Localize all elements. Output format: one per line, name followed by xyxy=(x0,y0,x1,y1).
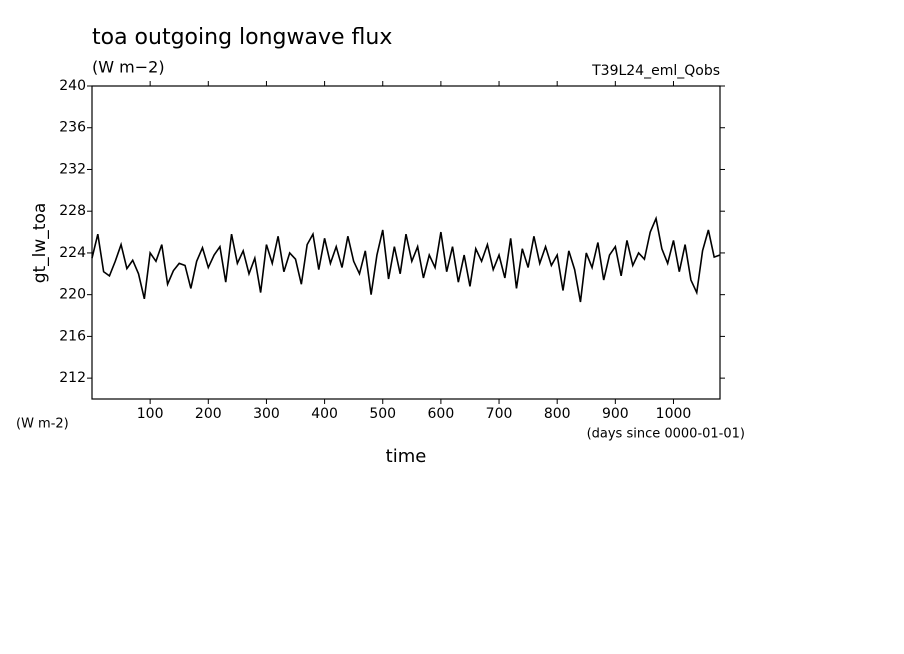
y-unit-label: (W m-2) xyxy=(16,417,69,432)
y-tick-label: 224 xyxy=(59,245,86,261)
run-label: T39L24_eml_Qobs xyxy=(591,63,720,79)
plot-frame xyxy=(91,85,721,400)
y-tick-label: 240 xyxy=(59,78,86,94)
subtitle: (W m−2) xyxy=(92,58,165,77)
x-axis-label: time xyxy=(386,446,427,467)
x-tick-label: 600 xyxy=(428,406,455,422)
x-tick-label: 400 xyxy=(311,406,338,422)
x-unit-label: (days since 0000-01-01) xyxy=(587,427,745,442)
y-tick-label: 212 xyxy=(59,370,86,386)
y-tick-label: 220 xyxy=(59,287,86,303)
x-tick-label: 700 xyxy=(486,406,513,422)
x-tick-label: 100 xyxy=(137,406,164,422)
y-tick-label: 236 xyxy=(59,120,86,136)
y-axis-label: gt_lw_toa xyxy=(30,203,50,284)
x-tick-label: 800 xyxy=(544,406,571,422)
x-tick-label: 1000 xyxy=(656,406,692,422)
chart-title: toa outgoing longwave flux xyxy=(92,25,392,50)
y-tick-label: 228 xyxy=(59,203,86,219)
data-line xyxy=(91,215,721,303)
x-tick-label: 300 xyxy=(253,406,280,422)
y-tick-label: 232 xyxy=(59,161,86,177)
y-tick-label: 216 xyxy=(59,328,86,344)
x-tick-label: 200 xyxy=(195,406,222,422)
x-tick-label: 900 xyxy=(602,406,629,422)
x-tick-label: 500 xyxy=(369,406,396,422)
